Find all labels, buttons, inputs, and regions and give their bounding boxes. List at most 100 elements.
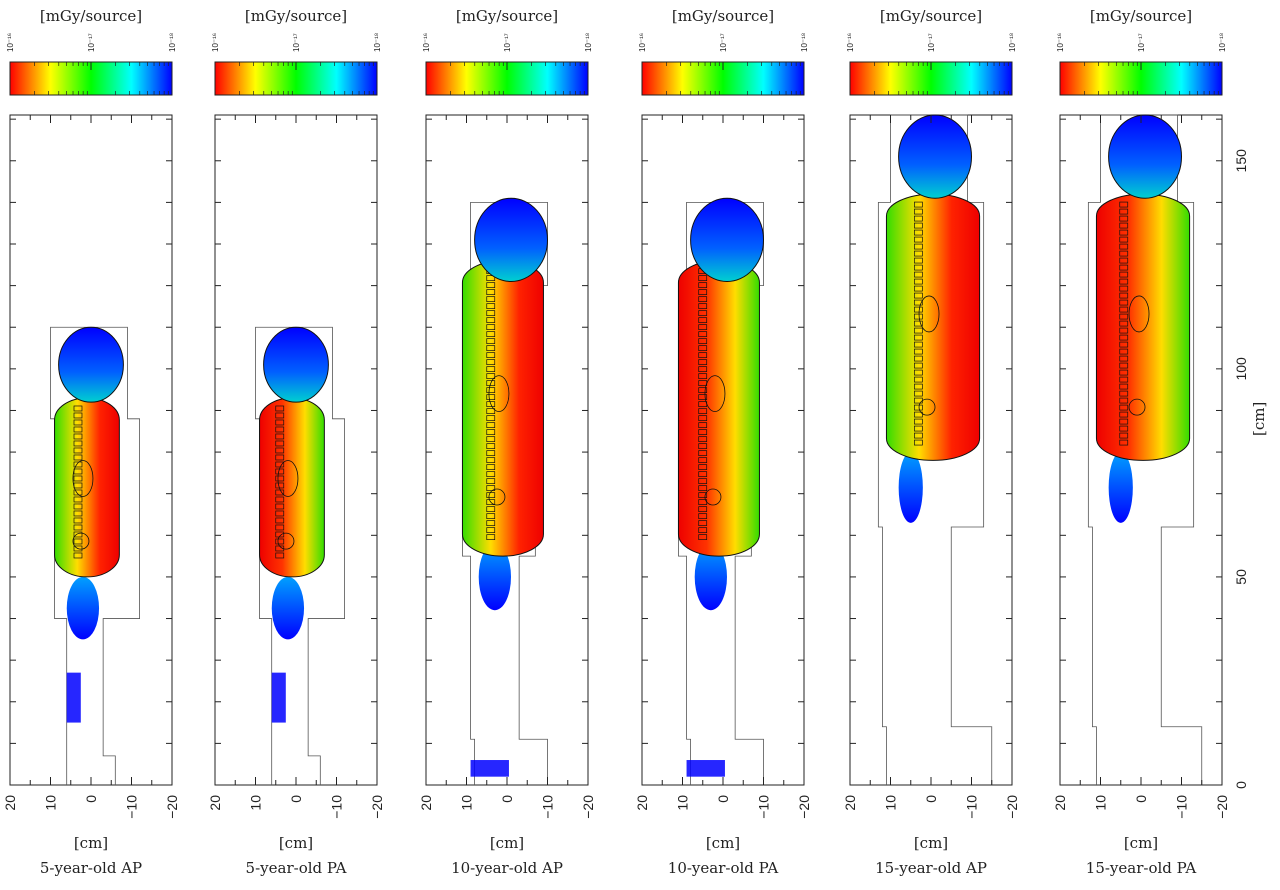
- vertebra-contour: [275, 412, 285, 419]
- vertebra-contour: [1119, 362, 1129, 369]
- vertebra-contour: [1119, 313, 1129, 320]
- colorbar-tick-label: 10⁻¹⁸: [800, 33, 809, 52]
- panel-title: 5-year-old AP: [40, 859, 142, 877]
- feet-dose-spot: [470, 760, 509, 777]
- x-tick-label: 0: [288, 795, 304, 803]
- organ-contour: [277, 460, 299, 497]
- organ-contour: [488, 375, 510, 413]
- vertebra-contour: [698, 345, 708, 352]
- organ-contour: [704, 375, 726, 413]
- vertebra-contour: [73, 433, 83, 440]
- x-tick-label: 0: [1133, 795, 1149, 803]
- head-dose-region: [1108, 114, 1183, 199]
- x-tick-label: −20: [1214, 795, 1230, 819]
- vertebra-contour: [275, 524, 285, 531]
- vertebra-contour: [486, 394, 496, 401]
- vertebra-contour: [914, 348, 923, 355]
- vertebra-contour: [698, 422, 708, 429]
- vertebra-contour: [914, 383, 923, 390]
- vertebra-contour: [275, 433, 285, 440]
- vertebra-contour: [1119, 264, 1129, 271]
- vertebra-contour: [275, 510, 285, 517]
- vertebra-contour: [1119, 390, 1129, 397]
- x-tick-label: −20: [1004, 795, 1020, 819]
- x-tick-label: 10: [883, 795, 899, 811]
- phantom-outline: [255, 326, 346, 785]
- vertebra-contour: [486, 415, 496, 422]
- vertebra-contour: [1119, 439, 1129, 446]
- vertebra-contour: [486, 338, 496, 345]
- x-tick-label: −10: [756, 795, 772, 819]
- colorbar-tick-label: 10⁻¹⁶: [1056, 33, 1065, 52]
- head-dose-region: [690, 197, 764, 282]
- vertebra-contour: [1119, 250, 1129, 257]
- x-axis-label: [cm]: [914, 834, 948, 852]
- vertebra-contour: [698, 485, 708, 492]
- head-dose-region: [898, 114, 972, 199]
- vertebra-contour: [1119, 243, 1129, 250]
- organ-contour: [72, 460, 94, 497]
- vertebra-contour: [698, 359, 708, 366]
- colorbar-tick-label: 10⁻¹⁷: [503, 33, 512, 52]
- vertebra-contour: [698, 492, 708, 499]
- vertebra-contour: [1119, 215, 1129, 222]
- y-tick-label: 150: [1233, 149, 1249, 173]
- x-tick-label: 10: [1093, 795, 1109, 811]
- vertebra-contour: [486, 331, 496, 338]
- colorbar-unit-label: [mGy/source]: [456, 7, 558, 25]
- colorbar-unit-label: [mGy/source]: [1090, 7, 1192, 25]
- colorbar-tick-label: 10⁻¹⁷: [87, 33, 96, 52]
- vertebra-contour: [698, 436, 708, 443]
- vertebra-contour: [275, 489, 285, 496]
- torso-dose-region: [677, 260, 760, 557]
- colorbar-tick-label: 10⁻¹⁸: [1008, 33, 1017, 52]
- vertebra-contour: [698, 275, 708, 282]
- vertebra-contour: [1119, 236, 1129, 243]
- vertebra-contour: [698, 415, 708, 422]
- organ-contour: [918, 398, 936, 416]
- colorbar-tick-label: 10⁻¹⁶: [846, 33, 855, 52]
- torso-dose-region: [885, 193, 981, 461]
- vertebra-contour: [698, 527, 708, 534]
- vertebra-contour: [914, 341, 923, 348]
- x-tick-label: 20: [1052, 795, 1068, 811]
- vertebra-contour: [73, 503, 83, 510]
- vertebra-contour: [698, 408, 708, 415]
- vertebra-contour: [698, 443, 708, 450]
- vertebra-contour: [698, 373, 708, 380]
- vertebra-contour: [486, 289, 496, 296]
- vertebra-contour: [275, 475, 285, 482]
- vertebra-contour: [698, 464, 708, 471]
- colorbar-tick-label: 10⁻¹⁷: [292, 33, 301, 52]
- vertebra-contour: [486, 317, 496, 324]
- vertebra-contour: [1119, 201, 1129, 208]
- panel-3: [mGy/source] 10⁻¹⁶ 10⁻¹⁷ 10⁻¹⁸ 20 10 0 −10 −20 [c…: [418, 7, 596, 877]
- vertebra-contour: [1119, 418, 1129, 425]
- y-axis-label: [cm]: [1250, 402, 1268, 436]
- x-tick-label: −20: [164, 795, 180, 819]
- vertebra-contour: [73, 538, 83, 545]
- x-tick-label: −20: [580, 795, 596, 819]
- vertebra-contour: [486, 275, 496, 282]
- vertebra-contour: [698, 506, 708, 513]
- organ-contour: [1128, 295, 1150, 333]
- vertebra-contour: [914, 425, 923, 432]
- vertebra-contour: [914, 215, 923, 222]
- vertebra-contour: [914, 222, 923, 229]
- vertebra-contour: [698, 289, 708, 296]
- vertebra-contour: [275, 552, 285, 559]
- vertebra-contour: [698, 478, 708, 485]
- vertebra-contour: [914, 432, 923, 439]
- x-tick-label: −20: [796, 795, 812, 819]
- feet-dose-spot: [271, 672, 286, 723]
- vertebra-contour: [486, 443, 496, 450]
- organ-contour: [704, 488, 722, 506]
- y-tick-label: 100: [1233, 357, 1249, 381]
- vertebra-contour: [486, 471, 496, 478]
- vertebra-contour: [486, 506, 496, 513]
- vertebra-contour: [73, 531, 83, 538]
- vertebra-contour: [914, 236, 923, 243]
- vertebra-contour: [1119, 425, 1129, 432]
- vertebra-contour: [275, 538, 285, 545]
